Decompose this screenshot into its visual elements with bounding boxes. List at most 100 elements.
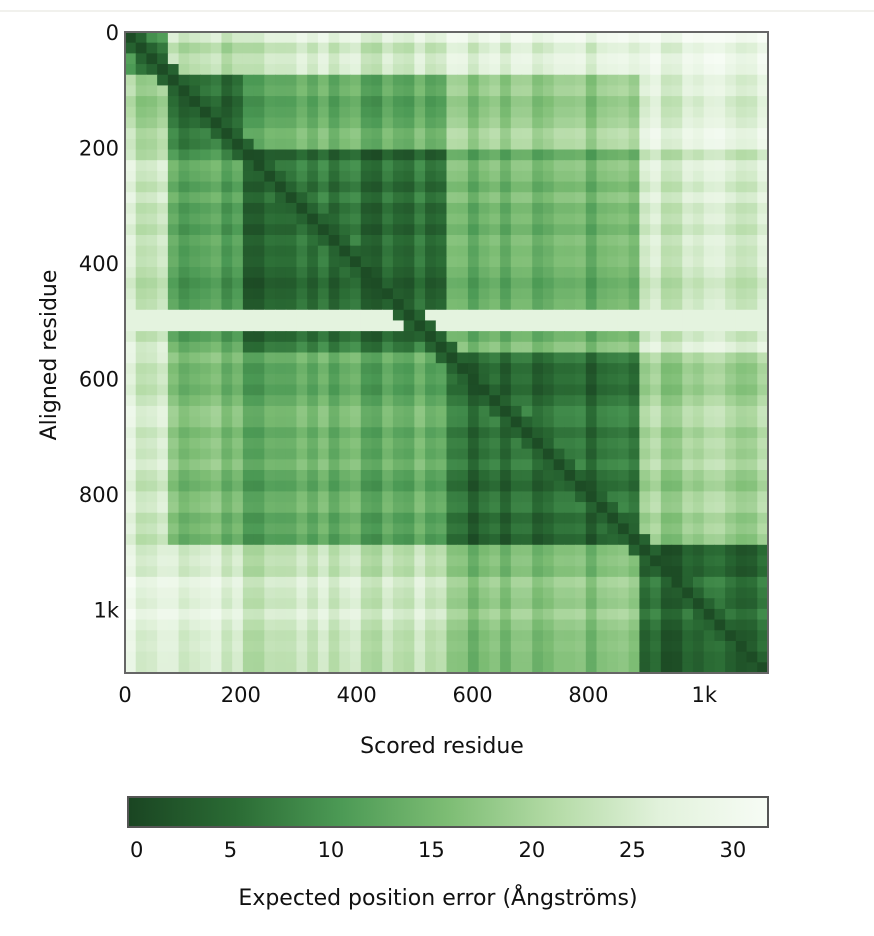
heatmap-cell	[146, 224, 158, 236]
heatmap-cell	[125, 405, 137, 418]
heatmap-cell	[200, 309, 212, 322]
heatmap-cell	[564, 576, 576, 589]
heatmap-cell	[510, 598, 523, 610]
heatmap-cell	[360, 267, 373, 279]
heatmap-cell	[510, 267, 523, 279]
heatmap-cell	[221, 416, 233, 428]
heatmap-cell	[285, 96, 298, 108]
heatmap-cell	[553, 309, 565, 322]
heatmap-cell	[264, 160, 276, 172]
heatmap-cell	[714, 566, 726, 578]
x-tick-label: 800	[568, 683, 608, 707]
heatmap-cell	[285, 427, 298, 439]
heatmap-cell	[307, 405, 319, 418]
heatmap-cell	[253, 74, 265, 87]
heatmap-cell	[328, 267, 340, 279]
heatmap-cell	[157, 277, 169, 289]
heatmap-cell	[350, 267, 362, 279]
heatmap-cell	[435, 288, 448, 300]
heatmap-cell	[757, 331, 769, 343]
heatmap-cell	[296, 288, 308, 300]
heatmap-cell	[167, 53, 180, 65]
heatmap-cell	[542, 64, 555, 76]
heatmap-cell	[264, 630, 276, 642]
heatmap-cell	[564, 117, 576, 129]
heatmap-cell	[350, 608, 362, 621]
heatmap-cell	[178, 608, 190, 621]
heatmap-cell	[478, 85, 490, 97]
heatmap-cell	[757, 555, 769, 567]
heatmap-cell	[125, 117, 137, 129]
heatmap-cell	[275, 480, 287, 492]
heatmap-cell	[200, 96, 212, 108]
heatmap-cell	[682, 74, 694, 87]
heatmap-cell	[650, 544, 662, 557]
heatmap-cell	[360, 138, 373, 151]
heatmap-cell	[746, 42, 758, 54]
heatmap-cell	[242, 598, 255, 610]
heatmap-cell	[296, 608, 308, 621]
heatmap-cell	[757, 480, 769, 492]
heatmap-cell	[382, 245, 394, 257]
heatmap-cell	[360, 384, 373, 396]
heatmap-cell	[307, 352, 319, 364]
heatmap-cell	[500, 555, 512, 567]
heatmap-cell	[692, 299, 705, 311]
heatmap-cell	[339, 523, 351, 535]
heatmap-cell	[596, 267, 608, 279]
heatmap-cell	[242, 202, 255, 215]
heatmap-cell	[210, 502, 223, 514]
heatmap-cell	[242, 427, 255, 439]
heatmap-cell	[296, 192, 308, 204]
heatmap-cell	[189, 363, 201, 375]
heatmap-cell	[532, 181, 544, 193]
heatmap-cell	[210, 53, 223, 65]
heatmap-cell	[157, 363, 169, 375]
heatmap-cell	[671, 288, 683, 300]
heatmap-cell	[725, 523, 737, 535]
heatmap-cell	[125, 267, 137, 279]
heatmap-cell	[200, 256, 212, 268]
heatmap-cell	[221, 491, 233, 503]
heatmap-cell	[703, 608, 716, 621]
heatmap-cell	[339, 662, 351, 674]
heatmap-cell	[457, 598, 469, 610]
heatmap-cell	[414, 640, 426, 653]
heatmap-cell	[382, 128, 394, 140]
heatmap-cell	[135, 96, 148, 108]
heatmap-cell	[532, 427, 544, 439]
heatmap-cell	[457, 534, 469, 546]
heatmap-cell	[189, 42, 201, 54]
heatmap-cell	[607, 96, 619, 108]
heatmap-cell	[146, 138, 158, 151]
heatmap-cell	[489, 437, 501, 450]
heatmap-cell	[500, 256, 512, 268]
heatmap-cell	[392, 160, 405, 172]
heatmap-cell	[242, 395, 255, 407]
heatmap-cell	[339, 160, 351, 172]
heatmap-cell	[692, 480, 705, 492]
heatmap-cell	[135, 480, 148, 492]
heatmap-cell	[660, 341, 673, 354]
heatmap-cell	[510, 309, 523, 322]
heatmap-cell	[500, 459, 512, 471]
heatmap-cell	[521, 117, 533, 129]
heatmap-cell	[317, 640, 330, 653]
heatmap-cell	[200, 64, 212, 76]
heatmap-cell	[232, 117, 244, 129]
heatmap-cell	[307, 470, 319, 482]
heatmap-cell	[435, 299, 448, 311]
heatmap-cell	[350, 74, 362, 87]
heatmap-cell	[725, 160, 737, 172]
heatmap-cell	[253, 405, 265, 418]
heatmap-cell	[435, 459, 448, 471]
heatmap-cell	[478, 117, 490, 129]
heatmap-cell	[489, 53, 501, 65]
heatmap-cell	[414, 427, 426, 439]
heatmap-cell	[296, 245, 308, 257]
heatmap-cell	[671, 170, 683, 183]
heatmap-cell	[167, 555, 180, 567]
heatmap-cell	[682, 309, 694, 322]
heatmap-cell	[328, 598, 340, 610]
heatmap-cell	[425, 277, 437, 289]
